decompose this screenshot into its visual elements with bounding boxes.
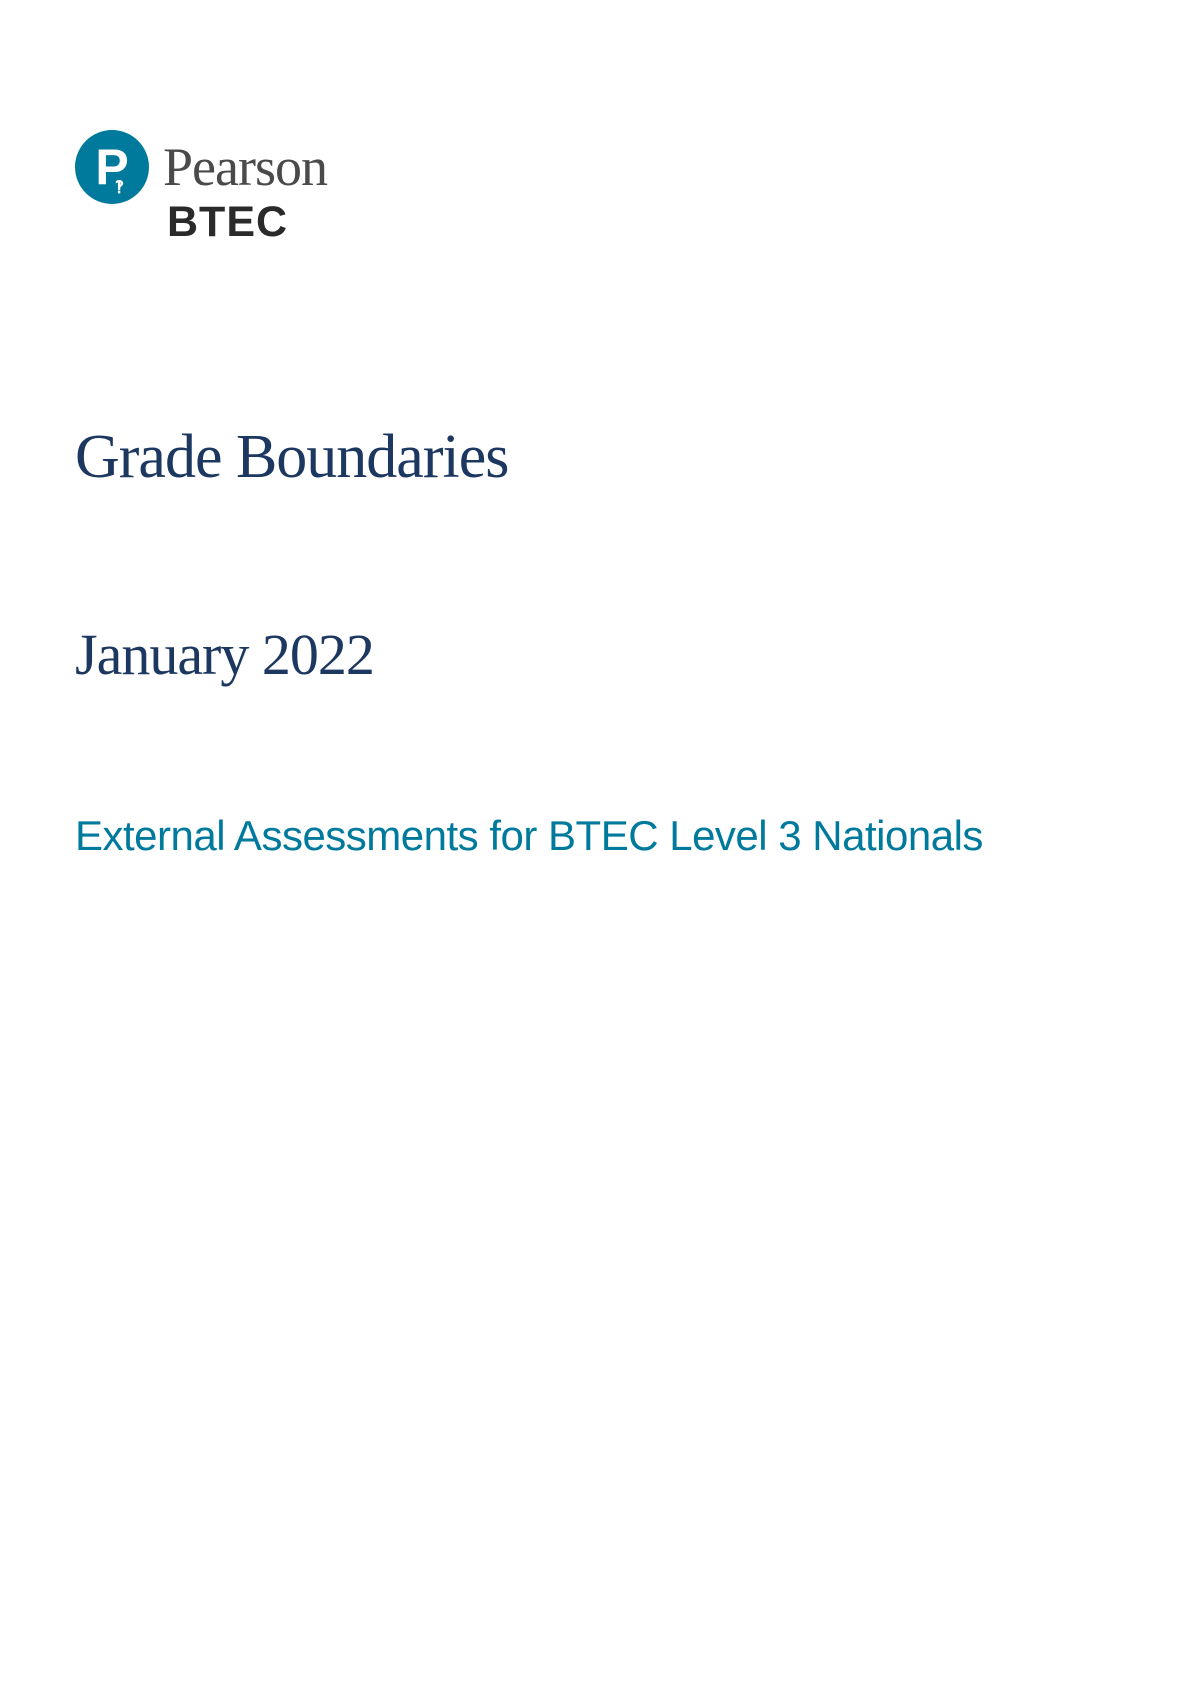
brand-name: Pearson	[163, 136, 327, 198]
pearson-logo-icon: P ‽	[75, 130, 149, 204]
document-page: P ‽ Pearson BTEC Grade Boundaries Januar…	[0, 0, 1200, 860]
logo-area: P ‽ Pearson BTEC	[75, 130, 1135, 247]
page-title: Grade Boundaries	[75, 422, 1135, 493]
date-heading: January 2022	[75, 621, 1135, 688]
logo-row: P ‽ Pearson	[75, 130, 1135, 204]
page-subtitle: External Assessments for BTEC Level 3 Na…	[75, 812, 1135, 860]
sub-brand-name: BTEC	[167, 198, 1135, 247]
logo-dot-icon: ‽	[115, 178, 124, 198]
